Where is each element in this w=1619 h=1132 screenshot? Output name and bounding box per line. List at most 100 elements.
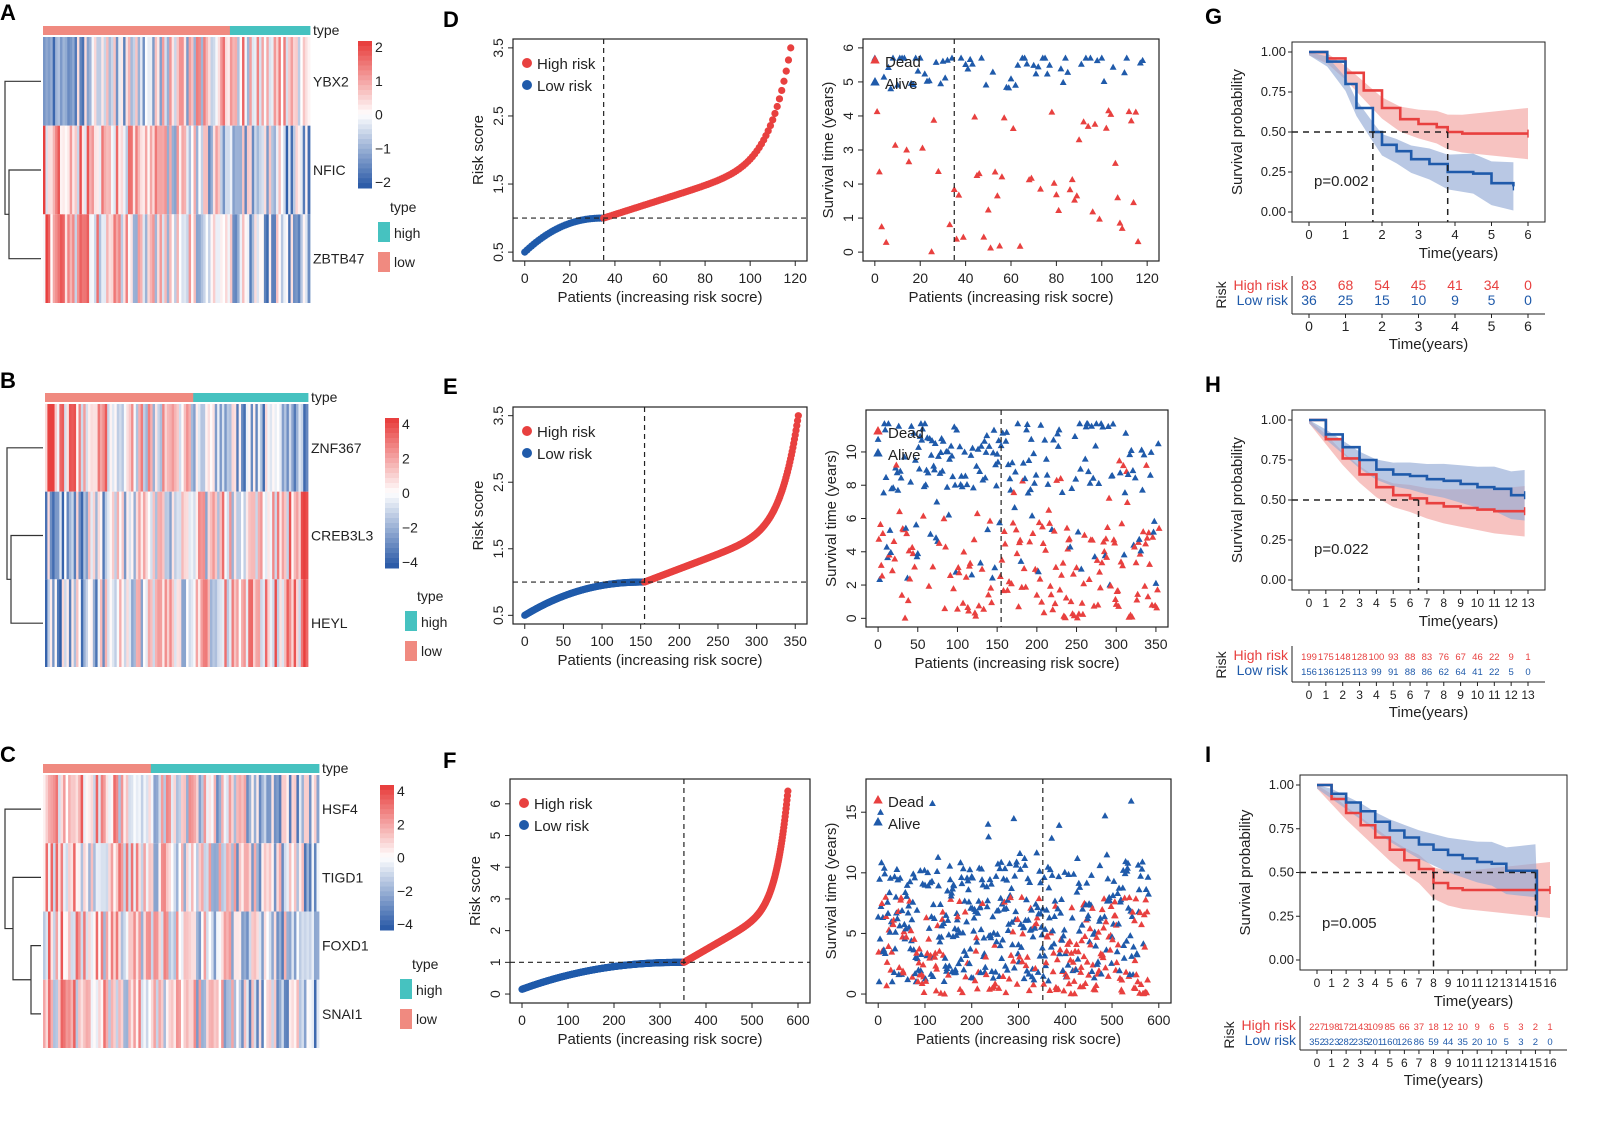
survival-point [937,933,945,940]
heatmap-cell [254,214,257,303]
type-bar-cell [217,26,221,35]
survival-point [1145,529,1153,536]
survival-point [1076,883,1084,890]
survival-point [984,897,992,904]
heatmap-cell [107,404,110,492]
heatmap-cell [205,125,209,215]
heatmap-cell [311,979,315,1048]
risk-count-low: 5 [1504,1037,1509,1048]
survival-point [1016,865,1024,872]
heatmap-cell [302,214,306,303]
risk-count-high: 34 [1484,277,1500,293]
heatmap-cell [232,125,236,215]
survival-point [873,448,883,457]
heatmap-cell [233,491,237,580]
survival-point [925,77,933,84]
survival-point [937,448,945,456]
risk-table-x-tick-label: 7 [1424,688,1431,702]
heatmap-cell [54,404,58,492]
survival-point [1082,54,1090,61]
risk-count-low: 15 [1374,292,1390,308]
risk-table-high-label: High risk [1242,1017,1297,1033]
heatmap-cell [128,911,132,980]
heatmap-cell [68,491,72,580]
survival-point [1085,467,1092,475]
survival-point [991,168,999,175]
heatmap-cell [68,775,71,844]
heatmap-cell [271,911,275,980]
x-tick-label: 8 [1440,596,1447,610]
survival-point [905,158,913,165]
heatmap-cell [178,579,182,667]
survival-point [1059,932,1067,939]
risk-count-low: 323 [1324,1037,1340,1048]
colorbar-segment [385,493,399,499]
survival-point [1049,927,1057,934]
heatmap-cell [169,404,173,492]
heatmap-cell [170,775,174,844]
heatmap-cell [226,579,230,667]
heatmap-cell [308,911,312,980]
survival-point [1004,460,1012,468]
heatmap-cell [191,37,194,126]
survival-point [956,897,963,904]
survival-point [891,873,898,880]
heatmap-cell [256,214,260,303]
survival-point [1070,870,1078,877]
heatmap-cell [276,214,279,303]
colorbar-segment [380,905,394,912]
survival-point [934,921,942,929]
heatmap-cell [273,37,277,126]
survival-point [1055,873,1063,880]
heatmap-cell [239,214,243,303]
heatmap-cell [50,979,54,1048]
heatmap-cell [125,775,129,844]
x-tick-label: 10 [1471,596,1485,610]
heatmap-cell [313,775,317,844]
risk-table-x-tick-label: 5 [1488,318,1496,334]
heatmap-cell [166,404,170,492]
survival-point [1045,914,1053,921]
heatmap-cell [45,911,49,980]
survival-point [1077,968,1085,975]
survival-point [1011,504,1019,511]
survival-point [1062,54,1069,61]
type-bar-cell [239,26,243,35]
heatmap-cell [281,911,285,980]
heatmap-cell [254,125,257,215]
type-bar-cell [201,764,204,773]
heatmap-cell [102,579,106,667]
panel-letter-I: I [1205,742,1211,767]
type-bar-cell [73,393,77,402]
survival-point [886,928,894,935]
survival-point [1038,944,1046,951]
heatmap-cell [186,775,189,844]
y-tick-label: 0 [487,990,503,998]
survival-point [966,559,974,566]
type-bar-cell [126,393,130,402]
type-bar-cell [64,393,67,402]
heatmap-cell [202,491,206,580]
survival-point [1134,861,1142,868]
survival-point [1002,989,1010,996]
heatmap-cell [291,579,295,667]
survival-point [1134,237,1142,245]
heatmap-cell [236,404,240,492]
heatmap-cell [273,979,277,1048]
heatmap-cell [115,843,119,912]
heatmap-cell [183,214,187,303]
heatmap-cell [293,911,297,980]
survival-point [1044,933,1051,940]
x-tick-label: 200 [960,1012,984,1028]
heatmap-cell [140,911,144,980]
heatmap-cell [115,37,119,126]
colorbar-tick-label: 2 [397,816,405,832]
type-legend-low-label: low [416,1011,438,1027]
survival-point [986,876,994,883]
heatmap-cell [306,843,310,912]
risk-count-high: 83 [1422,652,1433,663]
heatmap-cell [301,843,305,912]
survival-point [929,900,937,908]
heatmap-cell [100,843,104,912]
heatmap-cell [281,843,285,912]
